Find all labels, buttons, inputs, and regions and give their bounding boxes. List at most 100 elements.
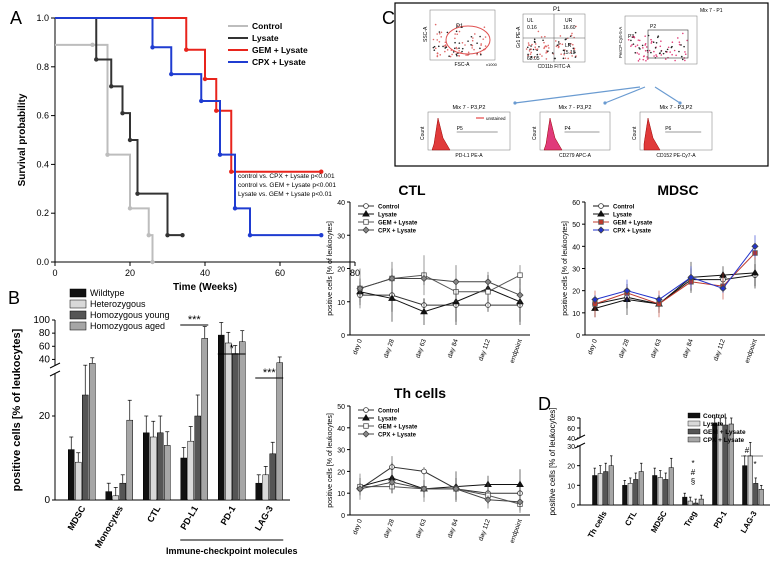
event-dot: [554, 40, 557, 42]
event-dot: [444, 44, 447, 46]
event-dot: [440, 36, 443, 38]
x-axis-label: Time (Weeks): [173, 282, 237, 293]
y-tick-label: 60: [572, 200, 580, 207]
event-dot: [474, 33, 476, 35]
data-point: [484, 278, 492, 286]
event-dot: [454, 47, 456, 50]
legend-swatch: [687, 420, 701, 427]
y-tick-label: 0: [44, 495, 50, 506]
plot-title: Mix 7 - P1: [700, 8, 723, 14]
event-dot: [669, 51, 671, 53]
panel-letter-c: C: [382, 8, 395, 28]
axis-label: CD11b FITC-A: [538, 64, 571, 70]
event-dot: [533, 56, 536, 58]
event-dot: [480, 43, 482, 45]
event-dot: [648, 49, 651, 52]
event-dot: [480, 53, 482, 56]
event-dot: [530, 56, 533, 58]
legend-label: GEM + Lysate: [378, 425, 418, 431]
event-dot: [664, 58, 667, 60]
event-dot: [559, 35, 562, 37]
event-dot: [659, 52, 661, 54]
event-dot: [666, 48, 669, 51]
event-dot: [445, 46, 448, 48]
bar: [603, 471, 609, 506]
legend-label: GEM + Lysate: [378, 221, 418, 227]
legend-swatch: [69, 299, 87, 309]
event-dot: [574, 51, 576, 54]
event-dot: [562, 57, 565, 60]
y-axis-label: positive cells [% of leukocytes]: [327, 221, 334, 316]
event-dot: [645, 46, 648, 48]
plot-title: P1: [553, 7, 561, 13]
gate-label: P1: [456, 24, 464, 30]
quadrant-label: UR: [565, 18, 573, 24]
data-point: [623, 287, 631, 295]
x-tick-label: day 0: [587, 338, 599, 356]
arrow: [604, 86, 646, 104]
event-dot: [434, 47, 437, 50]
event-dot: [657, 35, 660, 37]
event-dot: [572, 43, 574, 46]
data-point: [598, 219, 604, 225]
p-value-annotation: control vs. GEM + Lysate p<0.001: [238, 182, 336, 189]
event-dot: [438, 31, 441, 33]
event-dot: [673, 49, 676, 52]
censor-point: [247, 232, 253, 238]
bar: [668, 467, 674, 506]
event-dot: [659, 45, 662, 48]
event-dot: [637, 39, 640, 41]
event-dot: [471, 47, 473, 49]
event-dot: [526, 46, 529, 49]
y-tick-label: 30: [572, 267, 580, 274]
event-dot: [684, 53, 687, 56]
bar: [143, 432, 150, 501]
bar: [68, 449, 75, 501]
quadrant-value: 16.60: [563, 25, 576, 31]
legend-label: CPX + Lysate: [378, 433, 417, 439]
bar: [627, 483, 633, 506]
event-dot: [439, 54, 442, 56]
x-tick-label: day 63: [415, 518, 428, 539]
series-line: [360, 294, 520, 306]
event-dot: [454, 41, 456, 44]
event-dot: [467, 40, 469, 42]
y-tick-label: 100: [33, 315, 50, 326]
event-dot: [547, 44, 550, 47]
event-dot: [461, 41, 464, 44]
gate-label: P6: [665, 126, 671, 132]
event-dot: [680, 55, 683, 58]
data-point: [363, 423, 369, 429]
data-point: [363, 407, 369, 413]
data-point: [362, 430, 370, 438]
x-tick-label: day 0: [352, 518, 364, 536]
event-dot: [539, 53, 541, 56]
event-dot: [442, 45, 444, 48]
legend-label: CPX + Lysate: [378, 229, 417, 235]
event-dot: [638, 39, 641, 42]
censor-point: [169, 71, 174, 77]
bar: [747, 455, 753, 506]
bar: [194, 415, 201, 501]
subplot-title: Th cells: [394, 385, 446, 401]
event-dot: [440, 31, 443, 34]
legend-label: GEM + Lysate: [252, 45, 308, 55]
event-dot: [458, 54, 460, 57]
bar: [75, 461, 82, 501]
event-dot: [652, 41, 655, 44]
x-tick-label: 60: [275, 268, 285, 278]
y-tick-label: 10: [572, 311, 580, 318]
y-tick-label: 40: [572, 244, 580, 251]
censor-point: [127, 206, 133, 211]
event-dot: [455, 46, 458, 49]
subplot-title: MDSC: [657, 182, 698, 198]
axis-label: SSC-A: [423, 26, 429, 42]
panel-b-bar-chart: 0 20 40 60 80 100 MDSC Monocytes CTL PD-L1 PD-1 LAG…: [11, 288, 298, 556]
event-dot: [650, 42, 653, 44]
event-dot: [476, 53, 478, 56]
event-dot: [631, 44, 633, 46]
event-dot: [476, 42, 478, 44]
event-dot: [682, 32, 684, 35]
event-dot: [571, 55, 573, 57]
